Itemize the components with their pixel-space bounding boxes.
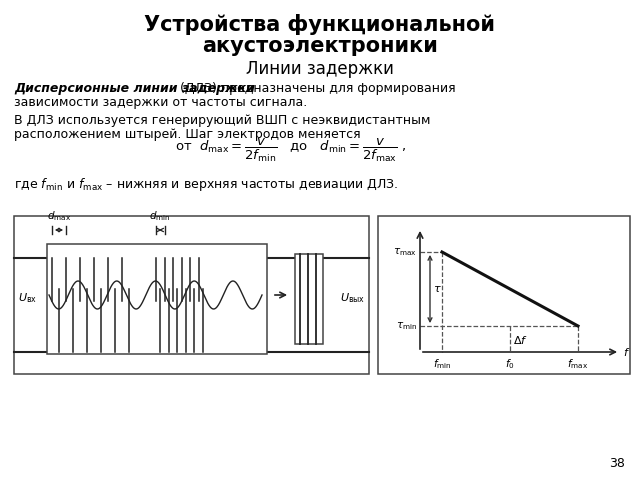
Bar: [14, 216, 369, 374]
Text: Линии задержки: Линии задержки: [246, 60, 394, 78]
Text: $f_{\mathrm{min}}$: $f_{\mathrm{min}}$: [433, 357, 451, 371]
Text: (ДЛЗ) предназначены для формирования: (ДЛЗ) предназначены для формирования: [176, 82, 456, 95]
Text: $U_{\mathrm{вх}}$: $U_{\mathrm{вх}}$: [18, 291, 37, 305]
Bar: [47, 244, 267, 354]
Bar: [378, 216, 630, 374]
Text: В ДЛЗ используется генерирующий ВШП с неэквидистантным: В ДЛЗ используется генерирующий ВШП с не…: [14, 114, 431, 127]
Text: 38: 38: [609, 457, 625, 470]
Text: $d_{\mathrm{min}}$: $d_{\mathrm{min}}$: [150, 209, 171, 223]
Text: расположением штырей. Шаг электродов меняется: расположением штырей. Шаг электродов мен…: [14, 128, 360, 141]
Text: где $f_{\mathrm{min}}$ и $f_{\mathrm{max}}$ – нижняя и верхняя частоты девиации : где $f_{\mathrm{min}}$ и $f_{\mathrm{max…: [14, 176, 399, 193]
Text: Устройства функциональной: Устройства функциональной: [145, 14, 495, 35]
Text: $\Delta f$: $\Delta f$: [513, 334, 527, 346]
Text: $f_{\mathrm{max}}$: $f_{\mathrm{max}}$: [568, 357, 589, 371]
Text: $f_0$: $f_0$: [505, 357, 515, 371]
Text: $f$: $f$: [623, 346, 630, 358]
Text: от  $d_{\mathrm{max}} = \dfrac{v}{2f_{\mathrm{min}}}$   до   $d_{\mathrm{min}} =: от $d_{\mathrm{max}} = \dfrac{v}{2f_{\ma…: [175, 136, 406, 164]
Text: Дисперсионные линии задержки: Дисперсионные линии задержки: [14, 82, 255, 95]
Bar: [295, 254, 323, 344]
Text: акустоэлектроники: акустоэлектроники: [202, 36, 438, 56]
Text: $U_{\mathrm{вых}}$: $U_{\mathrm{вых}}$: [340, 291, 365, 305]
Text: $\tau$: $\tau$: [433, 284, 442, 294]
Text: $\tau_{\mathrm{min}}$: $\tau_{\mathrm{min}}$: [396, 320, 417, 332]
Text: $d_{\mathrm{max}}$: $d_{\mathrm{max}}$: [47, 209, 71, 223]
Text: зависимости задержки от частоты сигнала.: зависимости задержки от частоты сигнала.: [14, 96, 307, 109]
Text: $\tau_{\mathrm{max}}$: $\tau_{\mathrm{max}}$: [393, 246, 417, 258]
